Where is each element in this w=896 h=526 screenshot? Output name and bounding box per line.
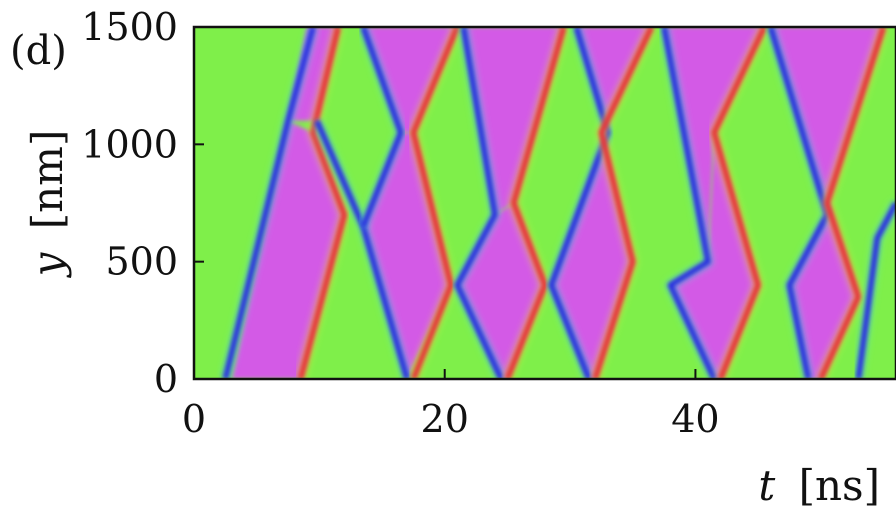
magenta-domain [288, 27, 339, 121]
magenta-domain [770, 27, 884, 215]
magenta-domain [664, 27, 765, 262]
red-wall [297, 27, 348, 379]
magenta-domain [363, 27, 458, 133]
heatmap [194, 27, 896, 379]
x-axis-unit: [ns] [799, 461, 880, 510]
blue-wall [767, 27, 831, 379]
red-wall [592, 27, 655, 379]
blue-wall [360, 27, 404, 228]
blue-wall [855, 201, 896, 379]
blue-wall [661, 27, 717, 379]
y-axis-variable: y [23, 251, 72, 278]
y-axis-unit: [nm] [23, 130, 72, 230]
red-wall [504, 27, 567, 379]
magenta-domain [363, 132, 451, 379]
y-tick-label: 500 [105, 240, 178, 284]
magenta-domain [670, 132, 759, 379]
x-tick-label: 20 [421, 397, 469, 441]
y-axis-ticks: 0 500 1000 1500 [81, 5, 204, 401]
magenta-domain [576, 27, 652, 133]
panel-label: (d) [10, 28, 67, 74]
y-axis-label: y [nm] [23, 130, 72, 279]
blue-wall [222, 27, 316, 379]
x-tick-label: 0 [182, 397, 206, 441]
x-axis-ticks: 0 20 40 [182, 369, 720, 441]
domain-walls [220, 27, 896, 379]
x-axis-variable: t [758, 461, 775, 510]
red-wall [410, 27, 461, 379]
y-tick-label: 1000 [81, 122, 178, 166]
x-axis-label: t [ns] [758, 461, 880, 510]
y-tick-label: 1500 [81, 5, 178, 49]
plot-frame [192, 25, 896, 381]
x-tick-label: 40 [671, 397, 719, 441]
y-tick-label: 0 [154, 357, 178, 401]
red-wall [818, 27, 887, 379]
blue-wall [454, 27, 504, 379]
blue-wall [548, 27, 611, 379]
red-wall [711, 27, 768, 379]
